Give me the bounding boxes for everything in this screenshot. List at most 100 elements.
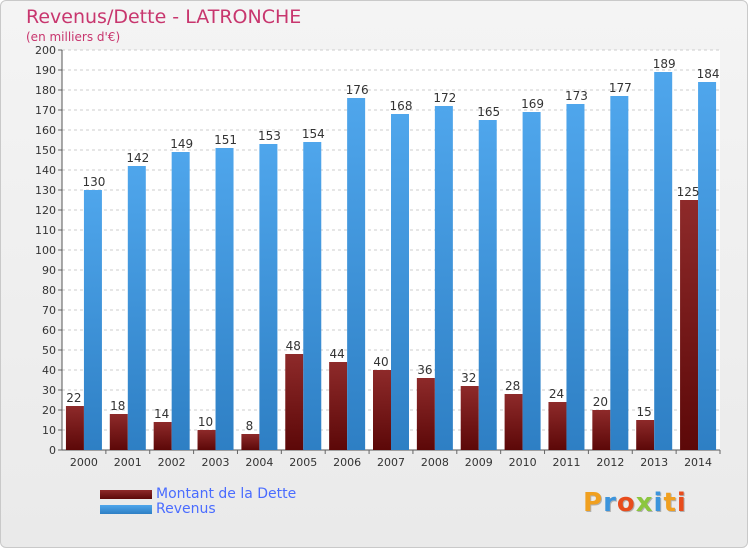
logo-letter: r <box>603 488 617 518</box>
data-label-revenus: 189 <box>653 57 676 71</box>
data-label-revenus: 149 <box>170 137 193 151</box>
x-tick-label: 2010 <box>509 456 537 469</box>
x-tick-label: 2013 <box>640 456 668 469</box>
y-tick-label: 200 <box>35 44 56 57</box>
y-tick-label: 110 <box>35 224 56 237</box>
legend-label-dette: Montant de la Dette <box>156 486 297 502</box>
x-tick-label: 2012 <box>596 456 624 469</box>
y-tick-label: 70 <box>42 304 56 317</box>
bar-dette <box>153 422 172 450</box>
data-label-revenus: 153 <box>258 129 281 143</box>
y-tick-label: 160 <box>35 124 56 137</box>
bar-revenus <box>434 106 453 450</box>
data-label-dette: 44 <box>329 347 344 361</box>
bar-dette <box>548 402 567 450</box>
logo-letter: t <box>663 488 677 518</box>
bar-revenus <box>610 96 629 450</box>
data-label-revenus: 130 <box>82 175 105 189</box>
bar-dette <box>636 420 655 450</box>
bar-dette <box>460 386 479 450</box>
logo-letter: P <box>583 488 604 518</box>
y-tick-label: 100 <box>35 244 56 257</box>
bar-dette <box>241 434 260 450</box>
y-tick-label: 180 <box>35 84 56 97</box>
y-tick-label: 120 <box>35 204 56 217</box>
proxiti-logo: Proxiti <box>583 488 687 518</box>
x-tick-label: 2001 <box>114 456 142 469</box>
y-tick-label: 40 <box>42 364 56 377</box>
data-label-dette: 22 <box>66 391 81 405</box>
legend-label-revenus: Revenus <box>156 501 216 517</box>
data-label-dette: 15 <box>637 405 652 419</box>
x-tick-label: 2003 <box>202 456 230 469</box>
data-label-dette: 125 <box>677 185 700 199</box>
bar-revenus <box>391 114 409 450</box>
bar-revenus <box>522 112 541 450</box>
data-label-revenus: 184 <box>697 67 720 81</box>
x-tick-label: 2007 <box>377 456 405 469</box>
y-tick-label: 140 <box>35 164 56 177</box>
y-tick-label: 170 <box>35 104 56 117</box>
data-label-dette: 8 <box>246 419 254 433</box>
logo-letter: x <box>635 488 654 518</box>
y-tick-label: 50 <box>42 344 56 357</box>
bar-dette <box>197 430 216 450</box>
bar-revenus <box>83 190 102 450</box>
bar-revenus <box>478 120 497 450</box>
x-tick-label: 2002 <box>158 456 186 469</box>
y-tick-label: 60 <box>42 324 56 337</box>
data-label-dette: 40 <box>373 355 388 369</box>
y-tick-label: 80 <box>42 284 56 297</box>
data-label-revenus: 177 <box>609 81 632 95</box>
x-tick-label: 2014 <box>684 456 712 469</box>
data-label-revenus: 142 <box>126 151 149 165</box>
bar-revenus <box>259 144 278 450</box>
bar-dette <box>592 410 611 450</box>
data-label-dette: 10 <box>198 415 213 429</box>
logo-letter: i <box>676 488 687 518</box>
y-tick-label: 90 <box>42 264 56 277</box>
data-label-dette: 24 <box>549 387 564 401</box>
data-label-revenus: 172 <box>433 91 456 105</box>
bar-revenus <box>566 104 585 450</box>
y-tick-label: 30 <box>42 384 56 397</box>
data-label-revenus: 168 <box>390 99 413 113</box>
bar-dette <box>680 200 699 450</box>
data-label-revenus: 176 <box>346 83 369 97</box>
bar-dette <box>285 354 304 450</box>
bar-revenus <box>654 72 673 450</box>
data-label-revenus: 154 <box>302 127 325 141</box>
y-tick-label: 0 <box>49 444 56 457</box>
bar-dette <box>109 414 128 450</box>
bar-revenus <box>698 82 717 450</box>
bar-dette <box>416 378 435 450</box>
y-tick-label: 20 <box>42 404 56 417</box>
bar-dette <box>504 394 523 450</box>
data-label-dette: 28 <box>505 379 520 393</box>
bar-revenus <box>171 152 190 450</box>
chart-subtitle: (en milliers d'€) <box>26 30 121 44</box>
data-label-dette: 14 <box>154 407 169 421</box>
x-tick-label: 2004 <box>245 456 273 469</box>
x-tick-label: 2009 <box>465 456 493 469</box>
y-tick-label: 190 <box>35 64 56 77</box>
bar-revenus <box>215 148 234 450</box>
legend-item-revenus: Revenus <box>100 501 216 517</box>
legend-item-dette: Montant de la Dette <box>100 486 296 502</box>
data-label-dette: 20 <box>593 395 608 409</box>
bar-dette <box>65 406 84 450</box>
bar-revenus <box>127 166 146 450</box>
data-label-revenus: 173 <box>565 89 588 103</box>
bar-revenus <box>303 142 322 450</box>
data-label-revenus: 165 <box>477 105 500 119</box>
y-tick-label: 150 <box>35 144 56 157</box>
x-tick-label: 2006 <box>333 456 361 469</box>
x-tick-label: 2008 <box>421 456 449 469</box>
bar-dette <box>329 362 348 450</box>
logo-letter: o <box>616 488 636 518</box>
data-label-dette: 48 <box>286 339 301 353</box>
data-label-revenus: 169 <box>521 97 544 111</box>
data-label-dette: 36 <box>417 363 432 377</box>
data-label-dette: 32 <box>461 371 476 385</box>
